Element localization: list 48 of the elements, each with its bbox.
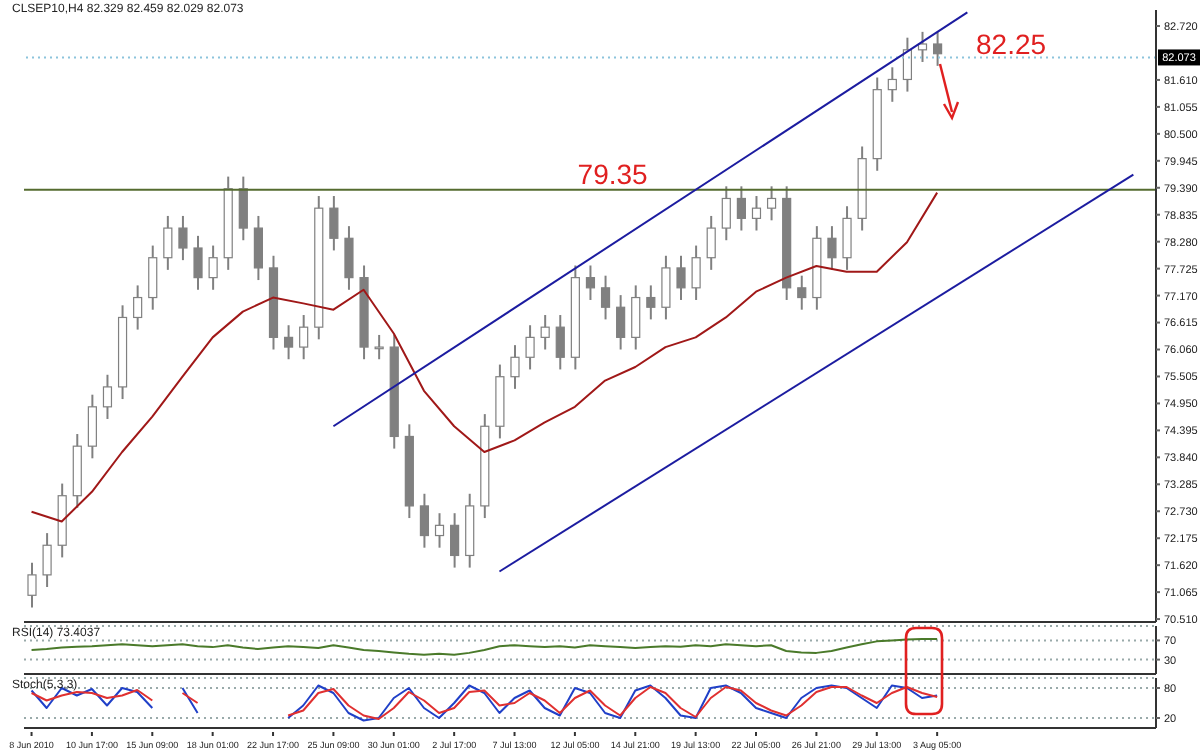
candlestick <box>631 284 641 351</box>
candlestick <box>193 234 203 291</box>
candlestick <box>902 36 913 93</box>
candlestick <box>238 175 248 242</box>
ref-line-label: 79.35 <box>577 157 649 190</box>
candlestick <box>329 195 339 252</box>
candlestick <box>178 214 188 262</box>
candlestick <box>133 284 143 331</box>
candlestick <box>87 393 97 460</box>
candlestick <box>540 314 550 351</box>
line-series <box>30 637 939 656</box>
annotation: 82.25 <box>976 28 1047 60</box>
candlestick <box>676 254 686 301</box>
candlestick <box>434 512 445 549</box>
candlestick <box>827 225 837 271</box>
candlestick <box>299 314 309 361</box>
candlestick <box>555 314 565 371</box>
candlestick <box>933 30 943 67</box>
candlestick <box>585 264 596 301</box>
candlestick <box>797 274 807 311</box>
candlestick <box>450 512 460 569</box>
line-series <box>30 191 939 523</box>
candlestick <box>646 284 656 321</box>
candlestick <box>510 344 520 390</box>
candlestick <box>616 294 626 351</box>
candlestick <box>842 205 852 271</box>
candlestick <box>148 244 158 311</box>
candlestick <box>736 185 746 232</box>
candlestick <box>102 373 113 420</box>
candlestick <box>917 30 928 63</box>
candlestick <box>691 244 701 301</box>
candlestick <box>419 492 430 549</box>
candlestick <box>721 185 731 242</box>
candlestick <box>887 66 897 103</box>
candlestick <box>344 225 354 291</box>
candlestick <box>42 532 52 589</box>
candlestick <box>661 254 671 321</box>
candlestick <box>208 244 218 291</box>
candlestick <box>525 324 535 371</box>
candlestick <box>706 214 716 271</box>
candlestick <box>374 333 384 361</box>
candlestick <box>283 324 294 361</box>
candlestick <box>766 185 777 222</box>
candlestick <box>600 274 611 321</box>
candlestick <box>163 214 173 271</box>
candlestick <box>253 214 263 282</box>
candlestick <box>751 195 762 232</box>
candlestick <box>27 561 37 609</box>
